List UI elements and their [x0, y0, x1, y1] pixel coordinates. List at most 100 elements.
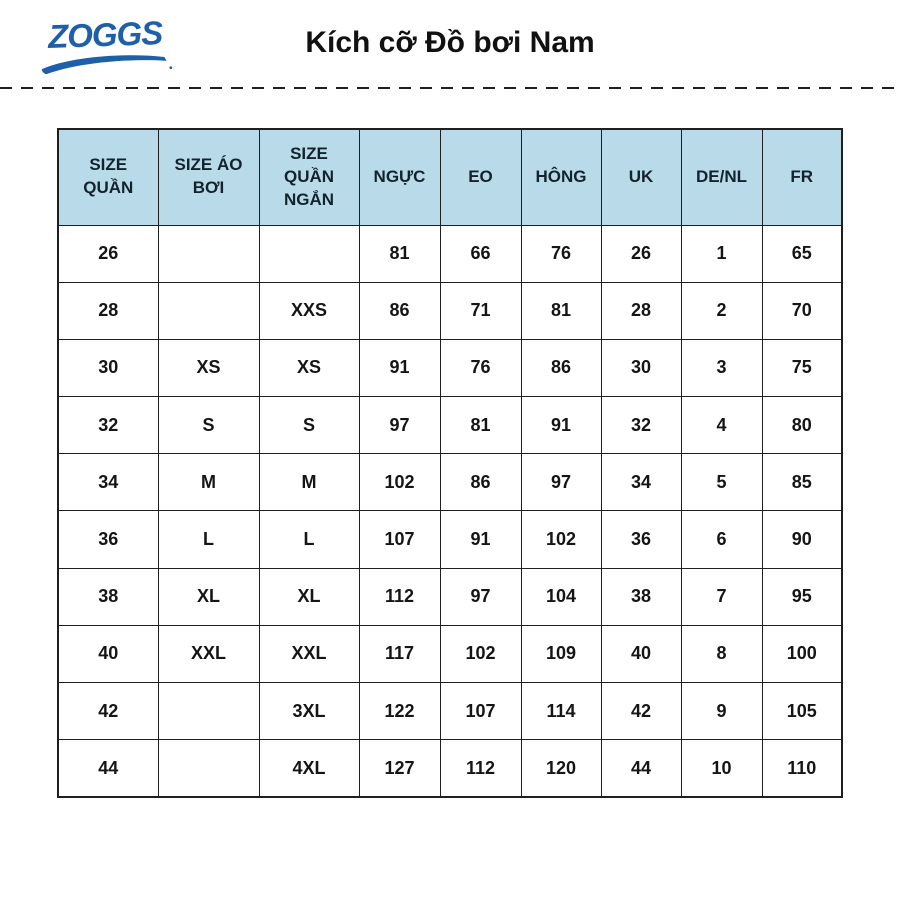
table-row: 30 XS XS 91 76 86 30 3 75: [57, 338, 843, 398]
page-title: Kích cỡ Đồ bơi Nam: [305, 26, 595, 59]
table-cell: 122: [358, 681, 441, 741]
table-row: 38 XL XL 112 97 104 38 7 95: [57, 567, 843, 626]
table-cell: [157, 281, 260, 340]
table-cell: 102: [439, 624, 522, 684]
table-cell: 104: [520, 567, 602, 626]
table-cell: 75: [761, 338, 843, 398]
table-cell: 32: [57, 396, 159, 455]
table-cell: XS: [258, 338, 360, 398]
zoggs-logo: ZOGGS: [37, 14, 174, 77]
table-cell: 66: [439, 224, 522, 283]
column-header: NGỰC: [358, 128, 441, 226]
table-cell: 30: [600, 338, 682, 398]
table-cell: 4: [680, 396, 763, 455]
table-cell: 114: [520, 681, 602, 741]
table-cell: 91: [358, 338, 441, 398]
table-cell: XL: [258, 567, 360, 626]
table-cell: 3XL: [258, 681, 360, 741]
table-cell: 44: [57, 739, 159, 798]
table-cell: S: [258, 396, 360, 455]
table-cell: 81: [358, 224, 441, 283]
column-header: SIZE QUẦN NGẮN: [258, 128, 360, 226]
table-cell: 40: [600, 624, 682, 684]
table-cell: 32: [600, 396, 682, 455]
table-cell: 42: [57, 681, 159, 741]
table-cell: 109: [520, 624, 602, 684]
table-cell: [258, 224, 360, 283]
table-cell: 112: [439, 739, 522, 798]
table-cell: 36: [57, 510, 159, 569]
table-row: 40 XXL XXL 117 102 109 40 8 100: [57, 624, 843, 684]
table-row: 44 4XL 127 112 120 44 10 110: [57, 739, 843, 798]
table-cell: L: [258, 510, 360, 569]
table-row: 34 M M 102 86 97 34 5 85: [57, 453, 843, 512]
table-cell: 26: [57, 224, 159, 283]
table-cell: 102: [358, 453, 441, 512]
column-header: UK: [600, 128, 682, 226]
table-row: 36 L L 107 91 102 36 6 90: [57, 510, 843, 569]
table-header-row: SIZE QUẦN SIZE ÁO BƠI SIZE QUẦN NGẮN NGỰC EO…: [57, 128, 843, 226]
table-cell: 38: [57, 567, 159, 626]
table-cell: XXS: [258, 281, 360, 340]
table-cell: XS: [157, 338, 260, 398]
table-cell: 107: [358, 510, 441, 569]
table-body: 26 81 66 76 26 1 65 28 XXS 86 71 81 28 2 70 30 XS XS 91 76 8…: [57, 224, 843, 798]
table-cell: M: [157, 453, 260, 512]
table-cell: 3: [680, 338, 763, 398]
table-cell: 65: [761, 224, 843, 283]
table-cell: 34: [57, 453, 159, 512]
table-cell: 1: [680, 224, 763, 283]
table-cell: 2: [680, 281, 763, 340]
table-cell: XXL: [258, 624, 360, 684]
table-cell: 5: [680, 453, 763, 512]
table-cell: [157, 681, 260, 741]
table-cell: 26: [600, 224, 682, 283]
table-row: 26 81 66 76 26 1 65: [57, 224, 843, 283]
table-cell: 107: [439, 681, 522, 741]
table-cell: L: [157, 510, 260, 569]
table-cell: M: [258, 453, 360, 512]
table-cell: 36: [600, 510, 682, 569]
column-header: SIZE QUẦN: [57, 128, 159, 226]
table-cell: XL: [157, 567, 260, 626]
column-header: SIZE ÁO BƠI: [157, 128, 260, 226]
table-cell: 86: [358, 281, 441, 340]
table-cell: 91: [520, 396, 602, 455]
table-cell: 85: [761, 453, 843, 512]
table-cell: 76: [439, 338, 522, 398]
table-cell: 42: [600, 681, 682, 741]
table-cell: [157, 739, 260, 798]
table-cell: 86: [439, 453, 522, 512]
table-cell: [157, 224, 260, 283]
table-cell: 28: [600, 281, 682, 340]
table-cell: 38: [600, 567, 682, 626]
table-cell: 71: [439, 281, 522, 340]
table-cell: 102: [520, 510, 602, 569]
table-cell: XXL: [157, 624, 260, 684]
table-cell: 70: [761, 281, 843, 340]
page-header: ZOGGS Kích cỡ Đồ bơi Nam: [0, 0, 900, 88]
table-cell: 8: [680, 624, 763, 684]
table-cell: 28: [57, 281, 159, 340]
logo-swoosh-icon: [41, 55, 173, 75]
table-cell: 110: [761, 739, 843, 798]
dashed-divider: [0, 87, 900, 89]
table-cell: 76: [520, 224, 602, 283]
table-row: 42 3XL 122 107 114 42 9 105: [57, 681, 843, 741]
table-cell: 97: [358, 396, 441, 455]
size-table: SIZE QUẦN SIZE ÁO BƠI SIZE QUẦN NGẮN NGỰC EO…: [57, 128, 843, 798]
table-cell: 86: [520, 338, 602, 398]
column-header: EO: [439, 128, 522, 226]
table-cell: 97: [439, 567, 522, 626]
table-cell: 80: [761, 396, 843, 455]
table-cell: 100: [761, 624, 843, 684]
table-cell: 97: [520, 453, 602, 512]
table-cell: 30: [57, 338, 159, 398]
table-cell: 127: [358, 739, 441, 798]
table-cell: 4XL: [258, 739, 360, 798]
table-cell: 10: [680, 739, 763, 798]
table-cell: 112: [358, 567, 441, 626]
table-cell: 40: [57, 624, 159, 684]
column-header: HÔNG: [520, 128, 602, 226]
column-header: DE/NL: [680, 128, 763, 226]
